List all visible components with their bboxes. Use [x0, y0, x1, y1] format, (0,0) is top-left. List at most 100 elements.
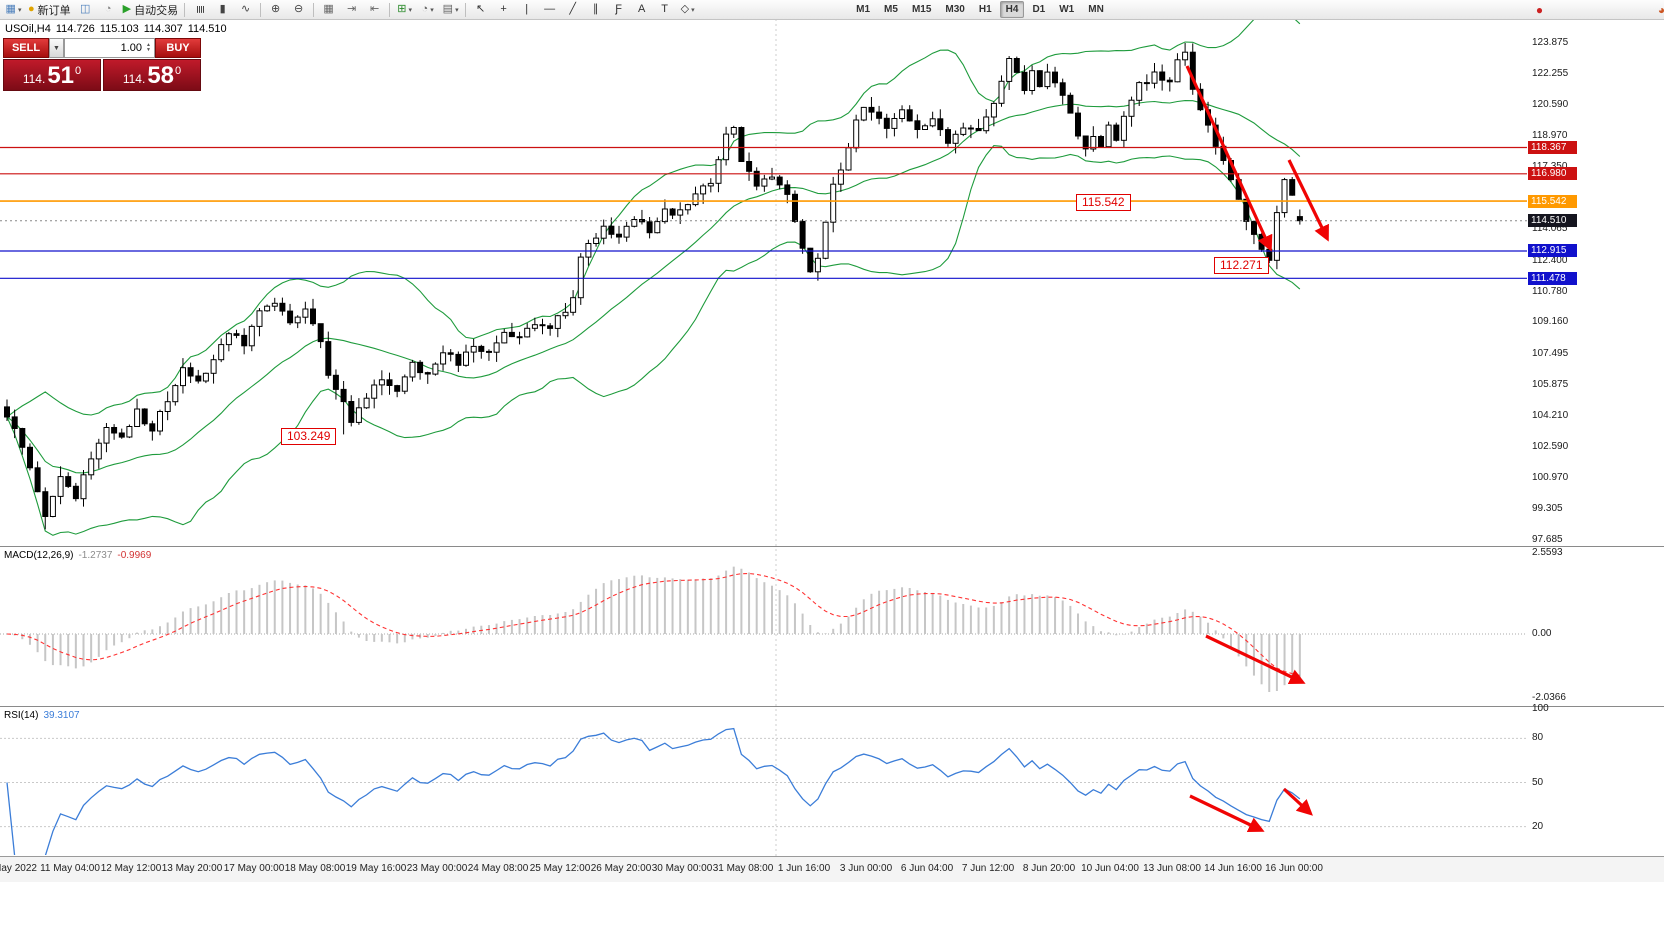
- trend-arrow: [1185, 65, 1273, 252]
- new-chart-icon: ▦: [5, 3, 16, 15]
- chart-window-icon[interactable]: ◫: [75, 1, 96, 18]
- time-axis-label: 31 May 08:00: [712, 863, 774, 874]
- new-chart-icon[interactable]: ▦ ▾: [3, 1, 24, 18]
- order-type-dropdown[interactable]: ▼: [49, 38, 64, 58]
- trendline-icon[interactable]: ╱: [562, 1, 583, 18]
- trade-panel-controls: SELL ▼ 1.00 ▲ ▼ BUY: [3, 38, 201, 58]
- new-order-button[interactable]: ● 新订单: [26, 1, 73, 18]
- vertical-line-icon[interactable]: |: [516, 1, 537, 18]
- time-axis-label: 26 May 20:00: [590, 863, 652, 874]
- sell-price-pips: 51: [47, 62, 75, 89]
- community-icon[interactable]: ◕: [1657, 3, 1664, 17]
- timeframe-m5-button[interactable]: M5: [884, 4, 898, 15]
- new-order-coin-icon: ●: [28, 3, 35, 15]
- time-axis-label: 3 Jun 00:00: [839, 863, 893, 874]
- trendline-icon: ╱: [569, 3, 576, 15]
- fibonacci-icon[interactable]: Ƒ: [608, 1, 629, 18]
- time-axis-label: 19 May 16:00: [345, 863, 407, 874]
- horizontal-level-lines: [0, 146, 1527, 279]
- price-tick: 117.350: [1532, 161, 1567, 172]
- volume-input[interactable]: 1.00 ▲ ▼: [64, 38, 155, 58]
- cursor-icon[interactable]: ↖: [470, 1, 491, 18]
- sell-price-button[interactable]: 114. 51 0: [3, 59, 101, 91]
- horizontal-line-icon[interactable]: —: [539, 1, 560, 18]
- chart-shift-icon[interactable]: ⇤: [364, 1, 385, 18]
- bar-chart-icon: ≣: [194, 4, 207, 15]
- macd-signal-line: [6, 572, 1300, 676]
- dropdown-arrow-icon: ▾: [691, 6, 695, 14]
- level-price-badge: 111.478: [1528, 272, 1577, 285]
- macd-scale-tick: 0.00: [1532, 628, 1552, 639]
- autotrading-button[interactable]: ▶ 自动交易: [121, 1, 180, 18]
- bollinger-bands: [6, 19, 1301, 536]
- price-tick: 122.255: [1532, 68, 1569, 79]
- volume-spinner[interactable]: ▲ ▼: [146, 43, 151, 53]
- tile-windows-icon: ▦: [323, 3, 334, 15]
- templates-icon[interactable]: ▤ ▾: [440, 1, 461, 18]
- autotrading-button-label: 自动交易: [134, 4, 179, 17]
- zoom-out-icon[interactable]: ⊖: [288, 1, 309, 18]
- auto-scroll-icon[interactable]: ⇥: [341, 1, 362, 18]
- notifications-icon[interactable]: ●: [1535, 3, 1544, 17]
- timeframe-h4-button[interactable]: H4: [999, 1, 1025, 18]
- price-tick: 112.400: [1532, 255, 1568, 266]
- sell-button[interactable]: SELL: [3, 38, 49, 58]
- timeframe-w1-button[interactable]: W1: [1059, 4, 1075, 15]
- price-tick: 97.685: [1532, 534, 1563, 545]
- buy-price-sup: 0: [175, 65, 182, 77]
- timeframe-m15-button[interactable]: M15: [911, 4, 932, 15]
- text-icon[interactable]: A: [631, 1, 652, 18]
- price-tick: 109.160: [1532, 316, 1569, 327]
- equidistant-channel-icon[interactable]: ∥: [585, 1, 606, 18]
- one-click-trade-panel: SELL ▼ 1.00 ▲ ▼ BUY 114. 51 0 114. 58 0: [3, 38, 201, 91]
- spinner-up-icon[interactable]: ▲: [146, 42, 151, 48]
- toolbar-separator: [465, 2, 467, 17]
- indicators-icon[interactable]: ⊞ ▾: [394, 1, 415, 18]
- macd-signal-value: -0.9969: [117, 550, 152, 561]
- rsi-scale-tick: 100: [1532, 703, 1549, 714]
- timeframe-m1-button[interactable]: M1: [856, 4, 871, 15]
- strategy-tester-icon: ◔: [104, 3, 112, 15]
- strategy-tester-icon[interactable]: ◔: [98, 1, 119, 18]
- equidistant-channel-icon: ∥: [592, 3, 599, 15]
- time-axis-label: 17 May 00:00: [223, 863, 285, 874]
- buy-price-prefix: 114.: [122, 72, 146, 86]
- price-tick: 100.970: [1532, 472, 1569, 483]
- buy-button[interactable]: BUY: [155, 38, 201, 58]
- spinner-down-icon[interactable]: ▼: [146, 47, 151, 53]
- price-scale[interactable]: 123.875 122.255 120.590 118.970 117.350 114.0…: [1528, 0, 1608, 936]
- timeframe-h1-button[interactable]: H1: [978, 4, 992, 15]
- line-chart-icon[interactable]: ∿: [235, 1, 256, 18]
- price-tick: 110.780: [1532, 286, 1568, 297]
- horizontal-line-icon: —: [544, 3, 556, 15]
- periods-icon[interactable]: ◔ ▾: [417, 1, 438, 18]
- time-axis-label: 1 Jun 16:00: [777, 863, 831, 874]
- tile-windows-icon[interactable]: ▦: [318, 1, 339, 18]
- rsi-scale-tick: 20: [1532, 821, 1544, 832]
- rsi-indicator-label: RSI(14) 39.3107: [4, 710, 80, 721]
- indicators-icon: ⊞: [397, 3, 407, 15]
- price-annotation-115542: 115.542: [1076, 194, 1131, 211]
- rsi-scale-tick: 50: [1532, 777, 1544, 788]
- chart-window-icon: ◫: [79, 3, 91, 15]
- timeframe-d1-button[interactable]: D1: [1032, 4, 1046, 15]
- text-label-icon[interactable]: T: [654, 1, 675, 18]
- shapes-icon[interactable]: ◇ ▾: [677, 1, 698, 18]
- price-tick: 118.970: [1532, 130, 1568, 141]
- templates-icon: ▤: [442, 3, 454, 15]
- buy-price-button[interactable]: 114. 58 0: [103, 59, 201, 91]
- rsi-panel: [0, 727, 1527, 855]
- timeframe-mn-button[interactable]: MN: [1088, 4, 1104, 15]
- bar-chart-icon[interactable]: ≣: [189, 1, 210, 18]
- time-axis-label: 30 May 00:00: [651, 863, 713, 874]
- crosshair-icon[interactable]: +: [493, 1, 514, 18]
- trend-arrow: [1189, 794, 1265, 833]
- toolbar-separator: [184, 2, 186, 17]
- candlestick-chart-icon[interactable]: ▮: [212, 1, 233, 18]
- level-price-badge: 118.367: [1528, 141, 1577, 154]
- timeframe-m30-button[interactable]: M30: [945, 4, 965, 15]
- rsi-scale-tick: 80: [1532, 732, 1544, 743]
- zoom-in-icon[interactable]: ⊕: [265, 1, 286, 18]
